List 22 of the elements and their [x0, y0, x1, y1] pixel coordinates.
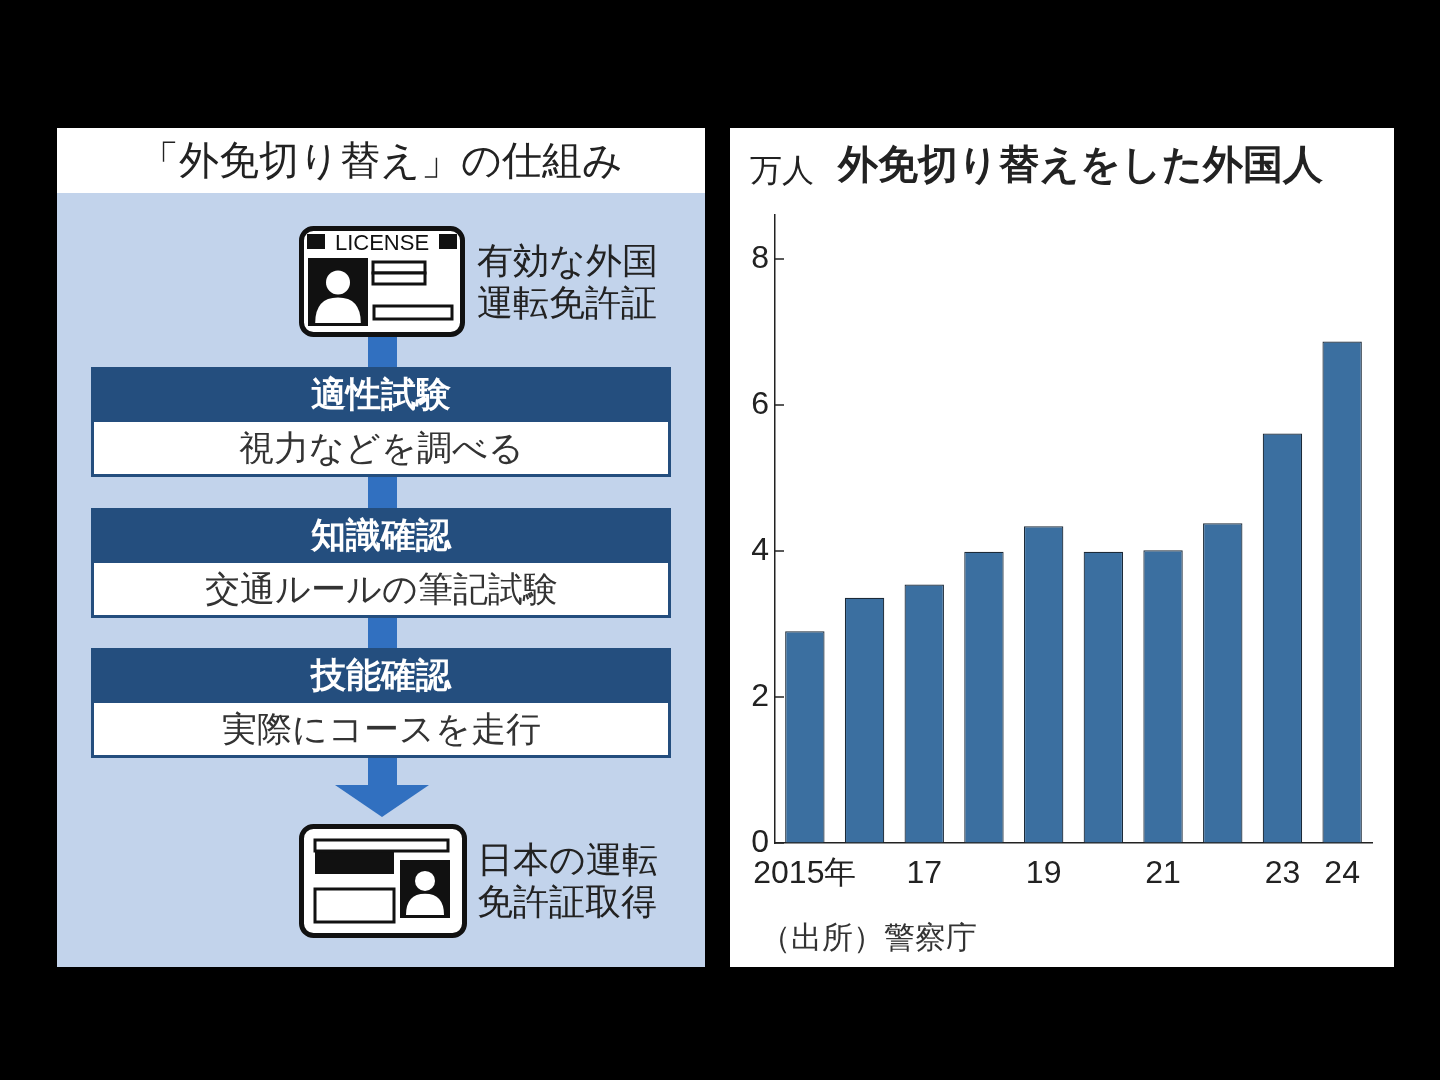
text: 「外免切り替え」の仕組み — [57, 128, 705, 193]
text: 知識確認 — [91, 507, 671, 563]
y-tick-label: 4 — [751, 530, 769, 567]
text: 日本の運転免許証取得 — [477, 839, 659, 923]
x-tick-label: 19 — [1025, 854, 1062, 891]
x-tick-label: 21 — [1145, 854, 1181, 891]
text: 技能確認 — [91, 648, 671, 703]
y-tick-label: 2 — [751, 676, 769, 713]
y-tick-label: 6 — [751, 384, 769, 421]
y-axis-title: 万人 — [750, 151, 814, 189]
x-tick-label: 23 — [1264, 854, 1301, 891]
text: LICENSE — [333, 230, 431, 256]
text: 実際にコースを走行 — [94, 703, 668, 755]
text: 適性試験 — [91, 367, 671, 422]
text: （出所）警察庁 — [760, 918, 977, 956]
text: 視力などを調べる — [94, 422, 668, 474]
chart-title: 外免切り替えをした外国人 — [838, 140, 1323, 188]
text: 有効な外国運転免許証 — [477, 240, 659, 324]
x-tick-label: 24 — [1324, 854, 1360, 891]
x-tick-label: 17 — [906, 854, 943, 891]
y-tick-label: 8 — [751, 238, 769, 275]
text: 交通ルールの筆記試験 — [94, 562, 668, 615]
